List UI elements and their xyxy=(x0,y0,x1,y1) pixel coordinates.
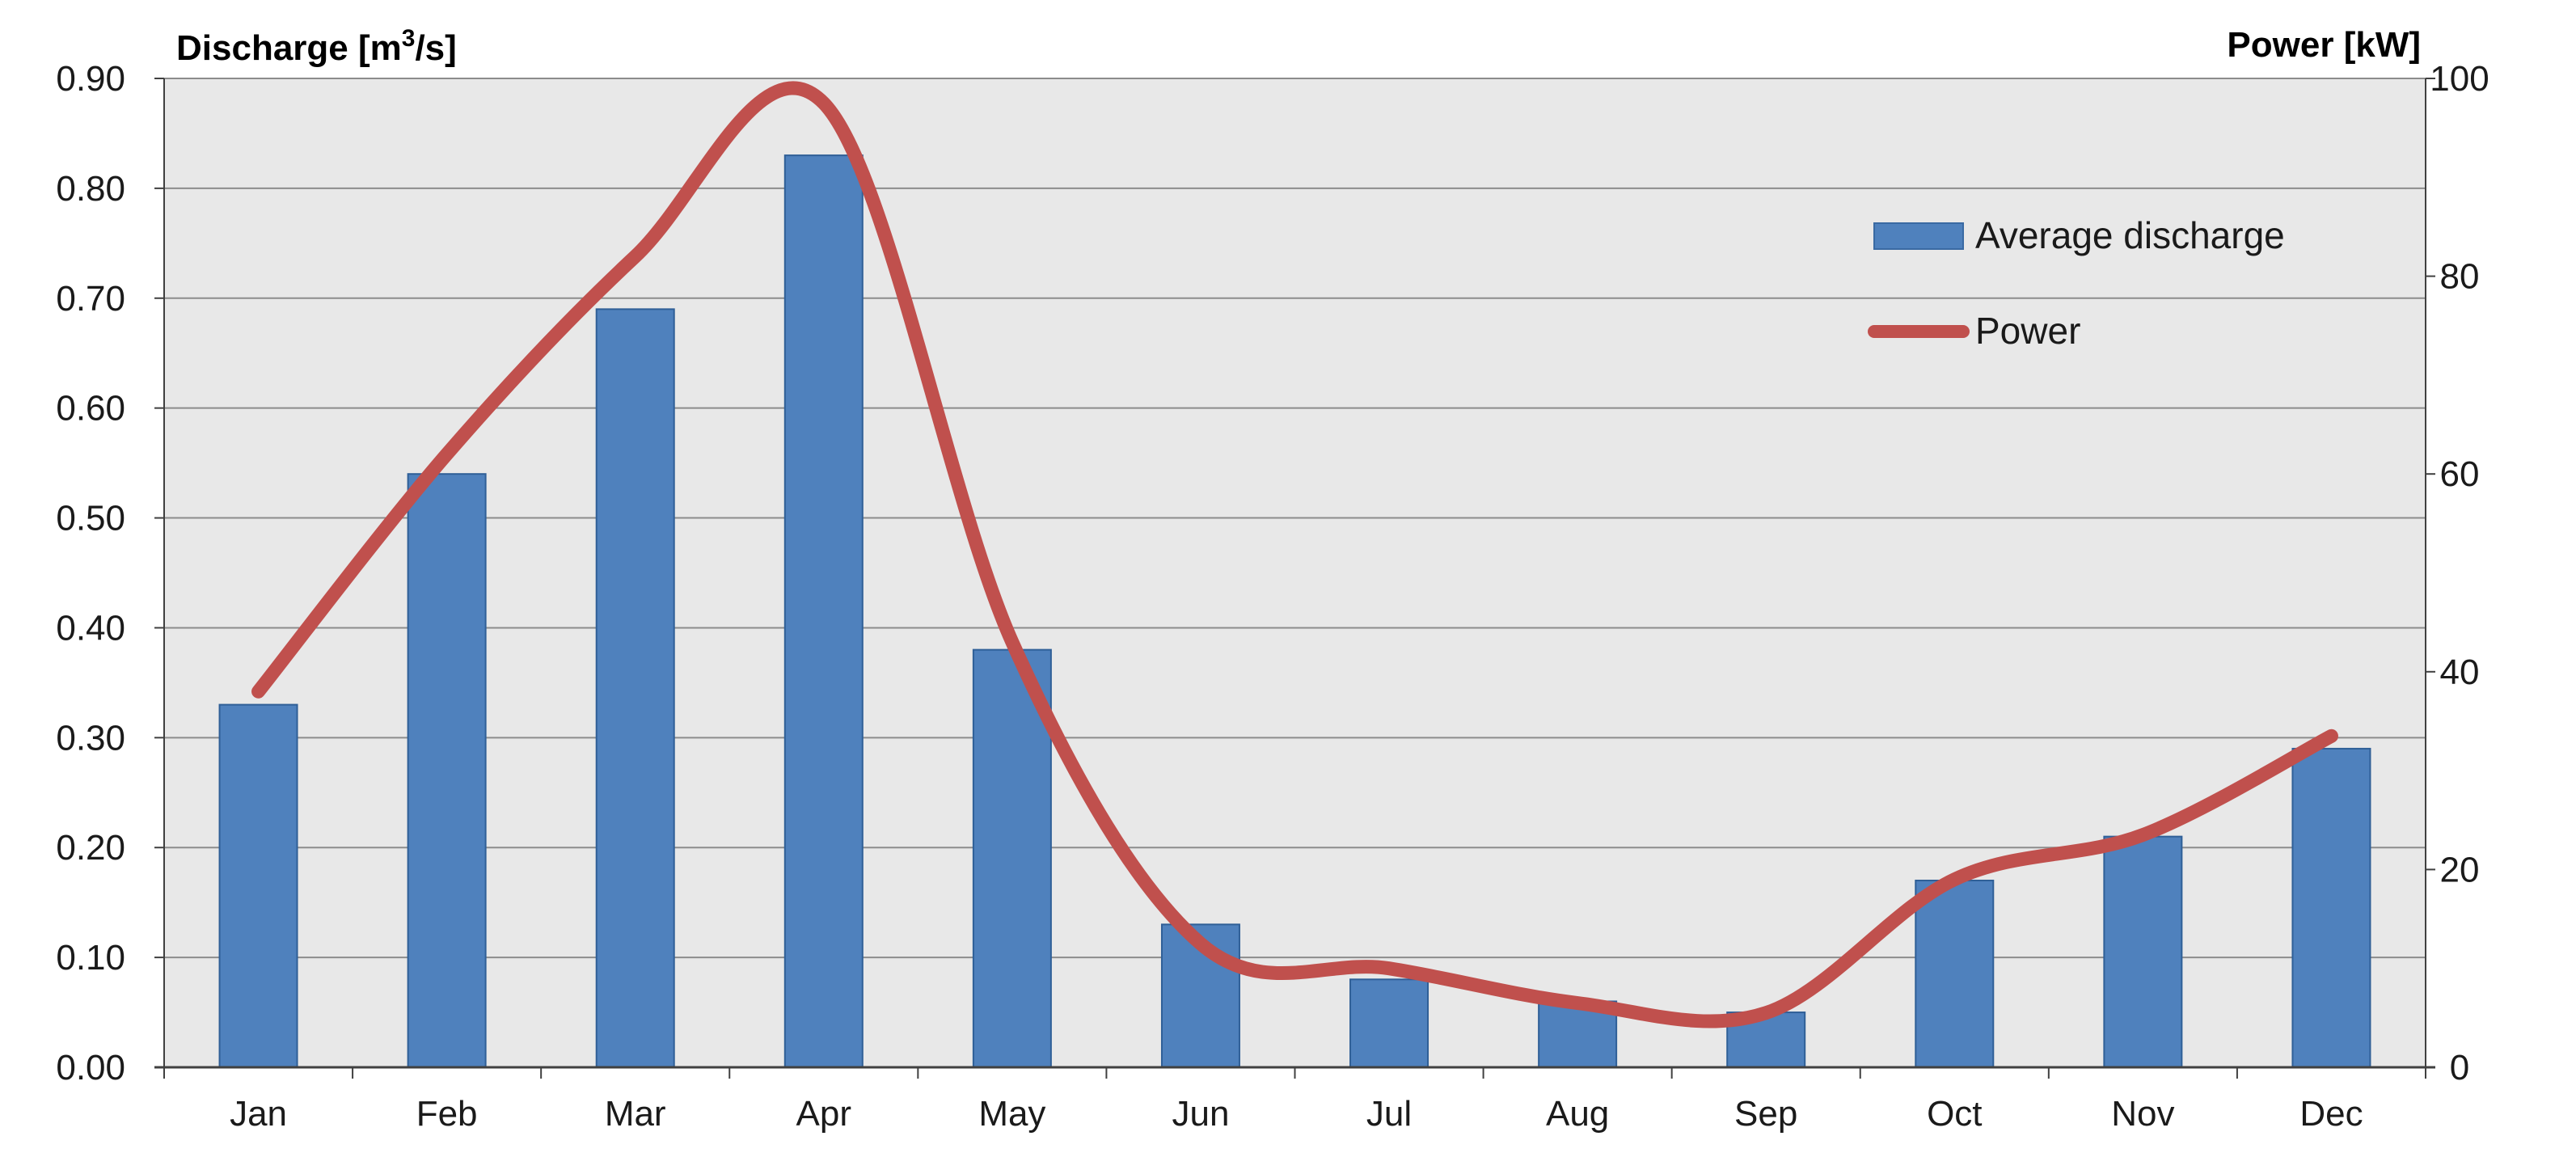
left-tick-label: 0.70 xyxy=(56,279,125,319)
x-tick-label: Feb xyxy=(416,1094,478,1134)
left-tick-label: 0.00 xyxy=(56,1048,125,1088)
gridlines xyxy=(164,78,2426,959)
x-tick-label: Dec xyxy=(2299,1094,2363,1134)
x-tick-label: Jan xyxy=(230,1094,287,1134)
bar xyxy=(1349,978,1429,1069)
left-axis-title: Discharge [m3/s] xyxy=(176,25,457,68)
x-tick-label: Oct xyxy=(1927,1094,1982,1134)
bar xyxy=(407,473,487,1068)
right-tick-label: 60 xyxy=(2440,454,2480,494)
right-tick-label: 40 xyxy=(2440,653,2480,692)
bar-series xyxy=(218,154,2371,1069)
bar xyxy=(218,703,298,1068)
left-tick-label: 0.10 xyxy=(56,938,125,978)
x-axis-ticks: Jan Feb Mar Apr May Jun Jul Aug Sep Oct Nov Dec xyxy=(230,1094,2363,1134)
x-tick-label: Jul xyxy=(1366,1094,1412,1134)
plot-area xyxy=(164,78,2426,1067)
legend-swatch-average-discharge xyxy=(1873,222,1964,250)
legend: Average discharge Power xyxy=(1868,214,2285,352)
x-tick-label: Sep xyxy=(1734,1094,1797,1134)
left-axis-ticks: 0.00 0.10 0.20 0.30 0.40 0.50 0.60 0.70 0.80 0.90 xyxy=(56,59,125,1088)
bar xyxy=(1915,879,1995,1068)
axes xyxy=(154,78,2435,1079)
x-tick-label: Jun xyxy=(1172,1094,1229,1134)
x-tick-label: Apr xyxy=(796,1094,851,1134)
left-tick-label: 0.90 xyxy=(56,59,125,99)
left-tick-label: 0.60 xyxy=(56,389,125,429)
bar xyxy=(2291,747,2371,1069)
right-tick-label: 20 xyxy=(2440,850,2480,889)
x-tick-label: Nov xyxy=(2111,1094,2174,1134)
legend-label-power: Power xyxy=(1975,310,2080,352)
right-tick-label: 100 xyxy=(2430,59,2489,99)
x-tick-label: May xyxy=(978,1094,1045,1134)
right-tick-label: 80 xyxy=(2440,257,2480,297)
bar xyxy=(595,308,675,1069)
right-tick-label: 0 xyxy=(2450,1048,2469,1088)
bar xyxy=(783,154,864,1069)
x-tick-label: Aug xyxy=(1546,1094,1609,1134)
right-axis-ticks: 0 20 40 60 80 100 xyxy=(2430,59,2489,1088)
left-tick-label: 0.40 xyxy=(56,608,125,648)
x-tick-label: Mar xyxy=(605,1094,666,1134)
left-tick-label: 0.20 xyxy=(56,828,125,868)
power-line xyxy=(251,81,2338,1028)
legend-label-average-discharge: Average discharge xyxy=(1975,214,2285,256)
left-tick-label: 0.30 xyxy=(56,718,125,758)
left-tick-label: 0.50 xyxy=(56,499,125,538)
right-axis-title: Power [kW] xyxy=(2227,25,2421,65)
left-tick-label: 0.80 xyxy=(56,169,125,209)
bar xyxy=(2103,835,2183,1068)
